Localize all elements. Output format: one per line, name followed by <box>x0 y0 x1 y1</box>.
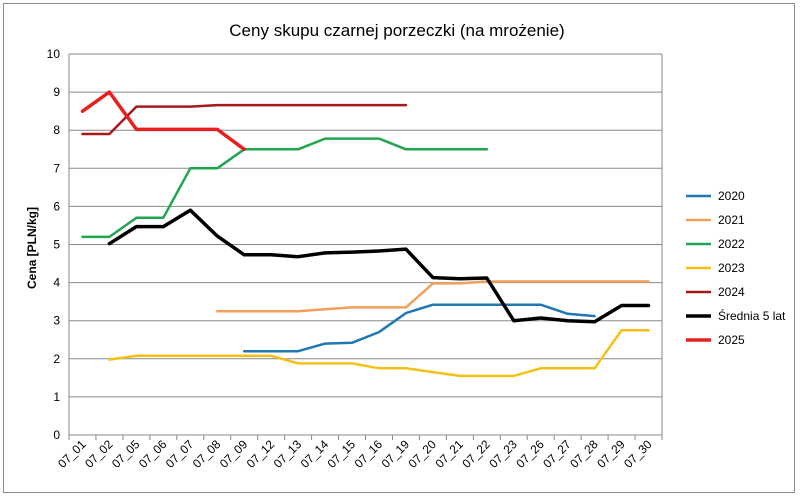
x-tick-label: 07_27 <box>540 437 574 471</box>
y-tick-label: 5 <box>53 238 60 252</box>
x-tick-label: 07_28 <box>567 437 601 471</box>
series-lines <box>80 90 651 378</box>
y-tick-label: 9 <box>53 85 60 99</box>
y-tick-label: 8 <box>53 123 60 137</box>
x-tick-label: 07_19 <box>379 437 413 471</box>
series-line-1 <box>216 280 650 313</box>
x-tick-label: 07_30 <box>621 437 655 471</box>
series-line-6 <box>80 90 246 152</box>
series-line-3 <box>108 328 650 378</box>
y-tick-label: 3 <box>53 314 60 328</box>
y-tick-label: 6 <box>53 199 60 213</box>
x-tick-label: 07_02 <box>82 437 116 471</box>
gridlines <box>68 53 663 436</box>
series-line-5 <box>107 208 651 324</box>
y-tick-label: 2 <box>53 352 60 366</box>
x-tick-label: 07_01 <box>55 437 89 471</box>
legend-label: 2023 <box>718 261 745 275</box>
chart-area: Ceny skupu czarnej porzeczki (na mrożeni… <box>3 3 795 493</box>
x-tick-label: 07_29 <box>594 437 628 471</box>
x-tick-label: 07_15 <box>325 437 359 471</box>
x-tick-label: 07_26 <box>513 437 547 471</box>
legend: 2020 2021 2022 2023 2024 Średnia 5 lat 2025 <box>686 189 786 347</box>
x-tick-label: 07_09 <box>217 437 251 471</box>
legend-label: 2022 <box>718 237 745 251</box>
x-tick-label: 07_21 <box>432 437 466 471</box>
x-tick-label: 07_22 <box>459 437 493 471</box>
x-tick-label: 07_13 <box>271 437 305 471</box>
y-tick-label: 10 <box>47 47 61 61</box>
series-line-2 <box>81 137 489 239</box>
legend-label: 2025 <box>718 333 745 347</box>
legend-label: 2024 <box>718 285 745 299</box>
y-tick-label: 4 <box>53 276 60 290</box>
x-tick-label: 07_23 <box>486 437 520 471</box>
x-tick-label: 07_08 <box>190 437 224 471</box>
x-tick-label: 07_06 <box>136 437 170 471</box>
chart-title: Ceny skupu czarnej porzeczki (na mrożeni… <box>229 21 564 40</box>
legend-label: Średnia 5 lat <box>718 308 786 323</box>
x-tick-label: 07_12 <box>244 437 278 471</box>
x-tick-label: 07_16 <box>352 437 386 471</box>
line-chart: Ceny skupu czarnej porzeczki (na mrożeni… <box>25 21 786 471</box>
x-axis-ticks: 07_0107_0207_0507_0607_0707_0807_0907_12… <box>55 435 663 471</box>
x-tick-label: 07_14 <box>298 437 332 471</box>
y-axis-label: Cena [PLN/kg] <box>25 207 39 289</box>
x-tick-label: 07_05 <box>109 437 143 471</box>
y-tick-label: 0 <box>53 428 60 442</box>
legend-label: 2020 <box>718 189 745 203</box>
legend-label: 2021 <box>718 213 745 227</box>
x-tick-label: 07_20 <box>406 437 440 471</box>
y-tick-label: 1 <box>53 390 60 404</box>
y-tick-label: 7 <box>53 161 60 175</box>
series-line-4 <box>81 103 408 136</box>
y-axis-ticks: 0 1 2 3 4 5 6 7 8 9 10 <box>47 47 61 442</box>
series-line-0 <box>242 303 596 353</box>
x-tick-label: 07_07 <box>163 437 197 471</box>
